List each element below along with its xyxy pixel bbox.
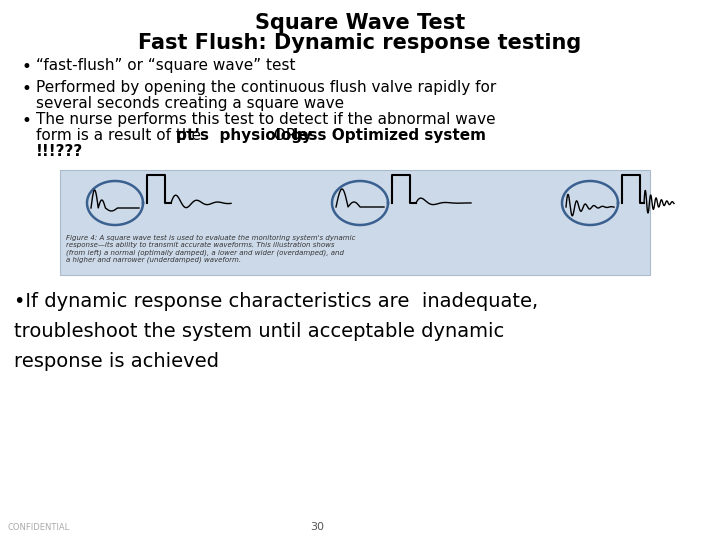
Text: OR: OR [269,128,302,143]
FancyBboxPatch shape [60,170,650,275]
Text: “fast-flush” or “square wave” test: “fast-flush” or “square wave” test [36,58,295,73]
Text: CONFIDENTIAL: CONFIDENTIAL [8,523,71,532]
Text: response is achieved: response is achieved [14,352,219,371]
Text: troubleshoot the system until acceptable dynamic: troubleshoot the system until acceptable… [14,322,504,341]
Text: •If dynamic response characteristics are  inadequate,: •If dynamic response characteristics are… [14,292,538,311]
Text: •: • [22,80,32,98]
Text: pt’s  physiology: pt’s physiology [176,128,312,143]
Text: Figure 4: A square wave test is used to evaluate the monitoring system's dynamic: Figure 4: A square wave test is used to … [66,235,356,264]
Text: form is a result of the: form is a result of the [36,128,206,143]
Text: The nurse performs this test to detect if the abnormal wave: The nurse performs this test to detect i… [36,112,495,127]
Text: Square Wave Test: Square Wave Test [255,13,465,33]
Text: !!!???: !!!??? [36,144,84,159]
Text: Performed by opening the continuous flush valve rapidly for: Performed by opening the continuous flus… [36,80,496,95]
Text: •: • [22,58,32,76]
Text: Fast Flush: Dynamic response testing: Fast Flush: Dynamic response testing [138,33,582,53]
Text: less Optimized system: less Optimized system [292,128,485,143]
Text: 30: 30 [310,522,324,532]
Text: •: • [22,112,32,130]
Text: several seconds creating a square wave: several seconds creating a square wave [36,96,344,111]
